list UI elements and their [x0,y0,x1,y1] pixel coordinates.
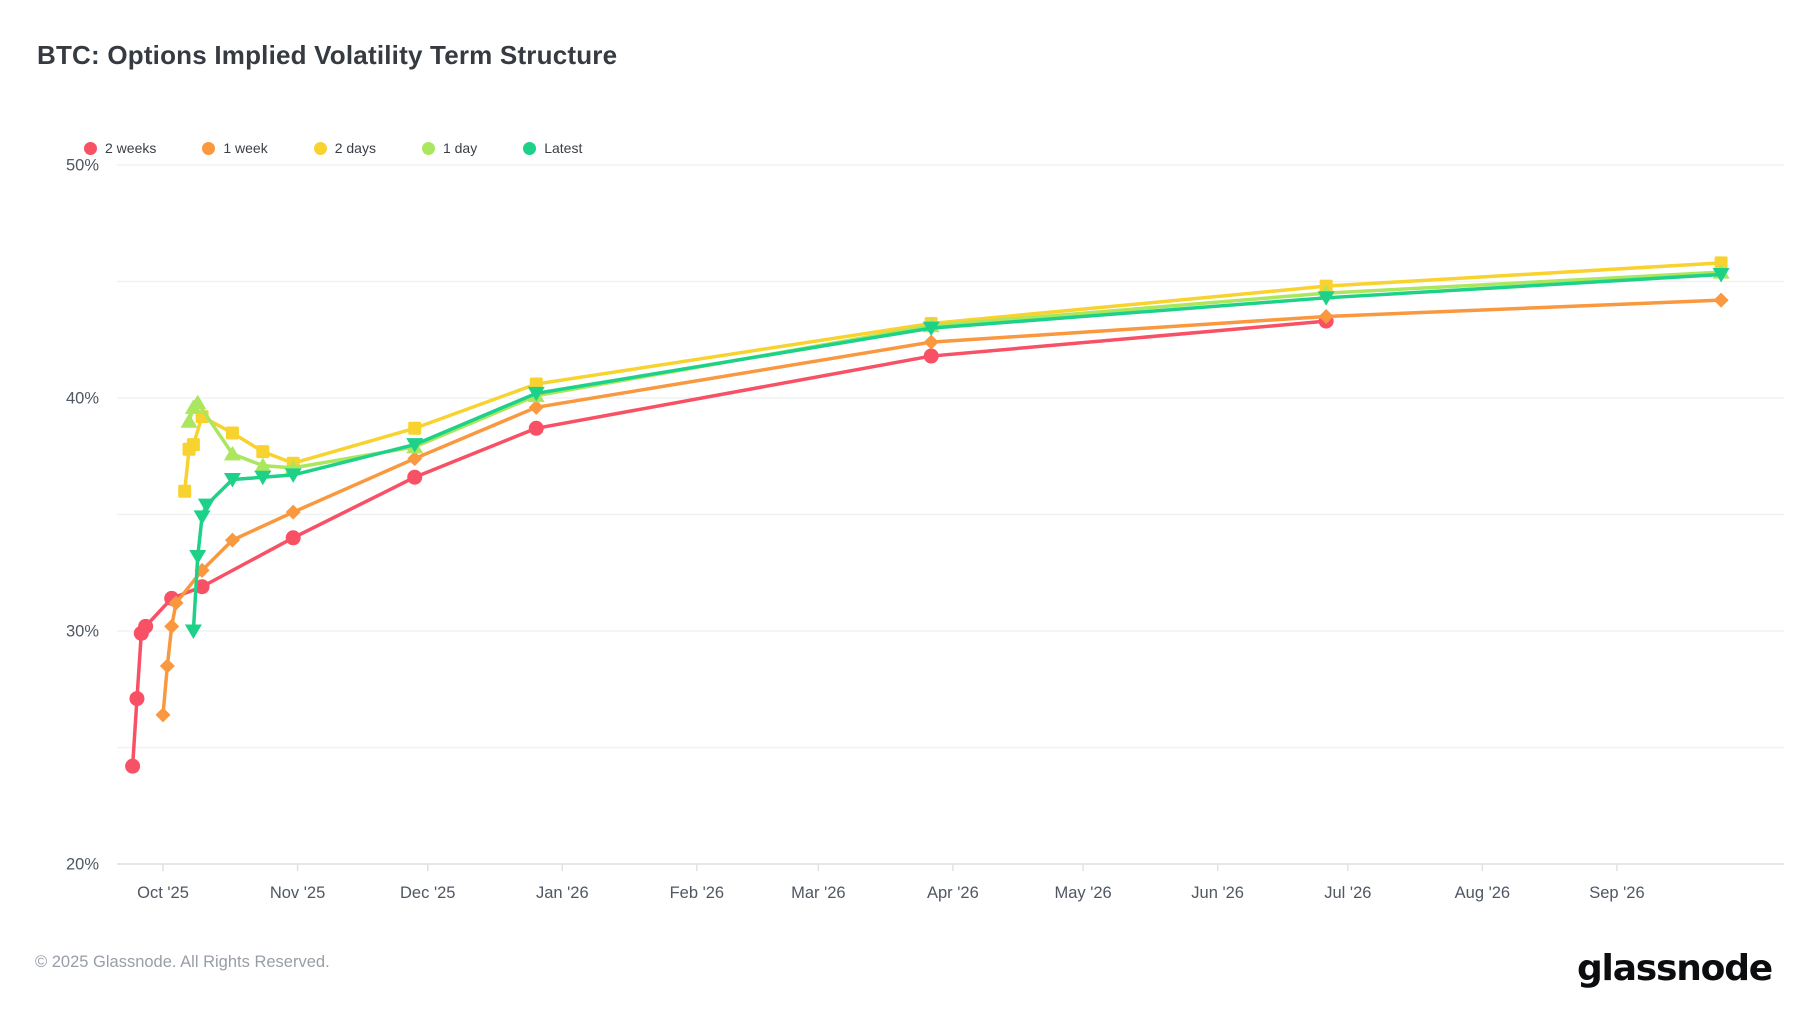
legend: 2 weeks 1 week 2 days 1 day Latest [84,140,582,156]
data-point-2-days[interactable] [178,484,192,498]
data-point-2-weeks[interactable] [129,691,145,707]
series-line-1-week[interactable] [161,298,1723,717]
legend-item[interactable]: 2 weeks [84,140,156,156]
x-axis-label: May '26 [1054,884,1111,902]
legend-dot-icon [523,141,537,155]
data-point-2-weeks[interactable] [194,579,210,595]
data-point-latest[interactable] [406,438,424,453]
x-axis-label: Apr '26 [927,884,979,902]
data-point-1-week[interactable] [164,618,180,634]
data-point-1-week[interactable] [923,334,939,350]
x-axis-label: Jun '26 [1191,884,1244,902]
y-axis-label: 30% [66,623,99,641]
legend-item[interactable]: Latest [523,140,582,156]
data-point-latest[interactable] [184,624,202,640]
data-point-1-week[interactable] [1318,308,1334,324]
data-point-latest[interactable] [193,510,211,525]
data-point-1-week[interactable] [155,707,171,723]
data-point-1-day[interactable] [254,457,272,473]
x-axis-label: Mar '26 [791,884,846,902]
data-point-latest[interactable] [1317,291,1335,306]
data-point-2-days[interactable] [1714,256,1728,270]
data-point-latest[interactable] [223,473,241,488]
data-point-latest[interactable] [922,321,940,337]
data-point-2-weeks[interactable] [285,530,301,546]
legend-item[interactable]: 2 days [313,140,376,156]
x-axis-label: Jul '26 [1324,884,1371,902]
data-point-2-days[interactable] [225,426,239,440]
x-axis-label: Jan '26 [536,884,589,902]
data-point-1-day[interactable] [180,413,198,428]
x-axis-label: Aug '26 [1455,884,1510,902]
data-point-latest[interactable] [189,549,207,565]
legend-item[interactable]: 1 week [202,140,268,156]
data-point-latest[interactable] [1712,268,1730,283]
data-point-2-weeks[interactable] [528,420,544,436]
x-axis-label: Sep '26 [1589,884,1644,902]
data-point-2-weeks[interactable] [138,618,154,634]
series-line-2-weeks[interactable] [130,319,1328,768]
x-axis-label: Oct '25 [137,884,189,902]
chart-title: BTC: Options Implied Volatility Term Str… [37,40,618,70]
legend-dot-icon [421,141,435,155]
data-point-1-week[interactable] [528,399,544,415]
legend-dot-icon [84,141,97,155]
data-point-latest[interactable] [527,386,545,402]
data-point-latest[interactable] [284,468,302,483]
data-point-2-days[interactable] [256,445,270,459]
legend-dot-icon [313,141,327,155]
data-point-latest[interactable] [254,470,272,486]
data-point-2-weeks[interactable] [125,758,141,774]
data-point-1-week[interactable] [285,504,301,520]
data-point-latest[interactable] [197,498,215,514]
data-point-1-week[interactable] [407,451,423,467]
x-axis-label: Dec '25 [400,884,455,902]
data-point-2-weeks[interactable] [407,469,423,485]
legend-dot-icon [202,141,216,155]
y-axis-label: 20% [66,856,99,874]
data-point-1-week[interactable] [224,532,240,548]
legend-item-label: 1 day [442,140,478,156]
data-point-1-week[interactable] [159,658,175,674]
x-axis-label: Nov '25 [270,884,325,902]
legend-item-label: 2 days [334,140,376,156]
glassnode-logo: glassnode [1576,948,1773,989]
copyright-text: © 2025 Glassnode. All Rights Reserved. [35,953,330,971]
data-point-1-day[interactable] [189,394,207,410]
data-point-1-day[interactable] [223,445,241,461]
data-point-1-week[interactable] [168,595,184,611]
data-point-2-weeks[interactable] [923,348,939,364]
data-point-1-week[interactable] [1713,292,1729,308]
legend-item-label: 1 week [223,140,268,156]
legend-item-label: 2 weeks [105,140,157,156]
x-axis-label: Feb '26 [670,884,725,902]
y-axis-label: 40% [66,390,99,408]
data-point-2-days[interactable] [408,421,422,435]
data-point-2-days[interactable] [186,438,200,452]
legend-item-label: Latest [544,140,583,156]
y-axis-label: 50% [66,157,99,175]
legend-item[interactable]: 1 day [421,140,478,156]
